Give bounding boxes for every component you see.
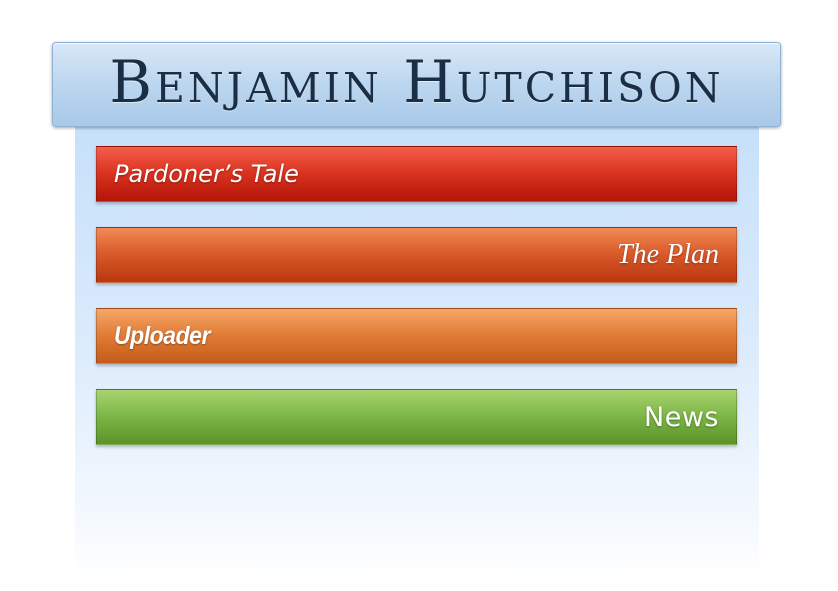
header-banner: Benjamin Hutchison [52,42,781,127]
nav-item-label: Pardoner’s Tale [114,160,299,188]
nav-item-label: Uploader [114,321,211,350]
nav-item-pardoners-tale[interactable]: Pardoner’s Tale [96,146,737,202]
nav-item-news[interactable]: News [96,389,737,445]
nav-item-label: News [644,401,719,433]
site-title: Benjamin Hutchison [109,47,724,116]
nav-item-the-plan[interactable]: The Plan [96,227,737,283]
nav-item-uploader[interactable]: Uploader [96,308,737,364]
nav-item-label: The Plan [617,239,719,270]
